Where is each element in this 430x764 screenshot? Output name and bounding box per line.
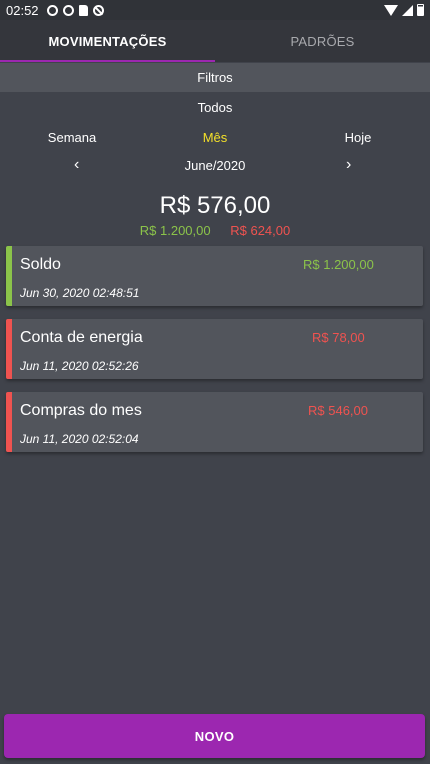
chevron-right-icon[interactable]: ›	[346, 156, 352, 173]
status-left-icons	[46, 4, 104, 16]
battery-icon	[417, 4, 424, 16]
transaction-amount: R$ 78,00	[312, 330, 365, 345]
transaction-amount: R$ 546,00	[308, 403, 368, 418]
transaction-date: Jun 11, 2020 02:52:26	[20, 359, 139, 373]
transaction-date: Jun 30, 2020 02:48:51	[20, 286, 140, 300]
tab-bar: MOVIMENTAÇÕES PADRÕES	[0, 20, 430, 62]
expense-total: R$ 624,00	[230, 223, 291, 238]
period-selector: Semana Mês Hoje	[0, 130, 430, 146]
transaction-list: Soldo R$ 1.200,00 Jun 30, 2020 02:48:51 …	[6, 246, 423, 465]
transaction-type-stripe	[6, 392, 12, 452]
period-week[interactable]: Semana	[47, 130, 97, 145]
tab-movimentacoes[interactable]: MOVIMENTAÇÕES	[0, 20, 215, 62]
chevron-left-icon[interactable]: ‹	[74, 156, 80, 173]
subtotals: R$ 1.200,00 R$ 624,00	[0, 223, 430, 238]
income-total: R$ 1.200,00	[139, 223, 211, 238]
period-month[interactable]: Mês	[202, 130, 228, 145]
signal-icon	[402, 4, 413, 16]
transaction-title: Soldo	[20, 256, 61, 273]
sd-card-icon	[78, 4, 88, 16]
type-filter[interactable]: Todos	[197, 100, 233, 115]
status-right-icons	[384, 4, 424, 16]
wifi-icon	[384, 4, 398, 16]
period-today[interactable]: Hoje	[344, 130, 372, 145]
transaction-card[interactable]: Conta de energia R$ 78,00 Jun 11, 2020 0…	[6, 319, 423, 379]
transaction-date: Jun 11, 2020 02:52:04	[20, 432, 139, 446]
new-transaction-button[interactable]: NOVO	[4, 714, 425, 758]
current-month: June/2020	[184, 158, 246, 173]
notification-circle-icon	[62, 4, 74, 16]
transaction-card[interactable]: Compras do mes R$ 546,00 Jun 11, 2020 02…	[6, 392, 423, 452]
filters-toggle[interactable]: Filtros	[0, 63, 430, 92]
transaction-title: Compras do mes	[20, 402, 142, 419]
notification-circle-icon	[46, 4, 58, 16]
balance-total: R$ 576,00	[159, 192, 271, 219]
tab-padroes[interactable]: PADRÕES	[290, 33, 355, 49]
transaction-type-stripe	[6, 319, 12, 379]
transaction-amount: R$ 1.200,00	[303, 257, 374, 272]
transaction-card[interactable]: Soldo R$ 1.200,00 Jun 30, 2020 02:48:51	[6, 246, 423, 306]
transaction-type-stripe	[6, 246, 12, 306]
blocked-icon	[92, 4, 104, 16]
status-time: 02:52	[6, 2, 39, 18]
month-navigator: ‹ June/2020 ›	[0, 156, 430, 176]
transaction-title: Conta de energia	[20, 329, 143, 346]
status-bar: 02:52	[0, 0, 430, 20]
